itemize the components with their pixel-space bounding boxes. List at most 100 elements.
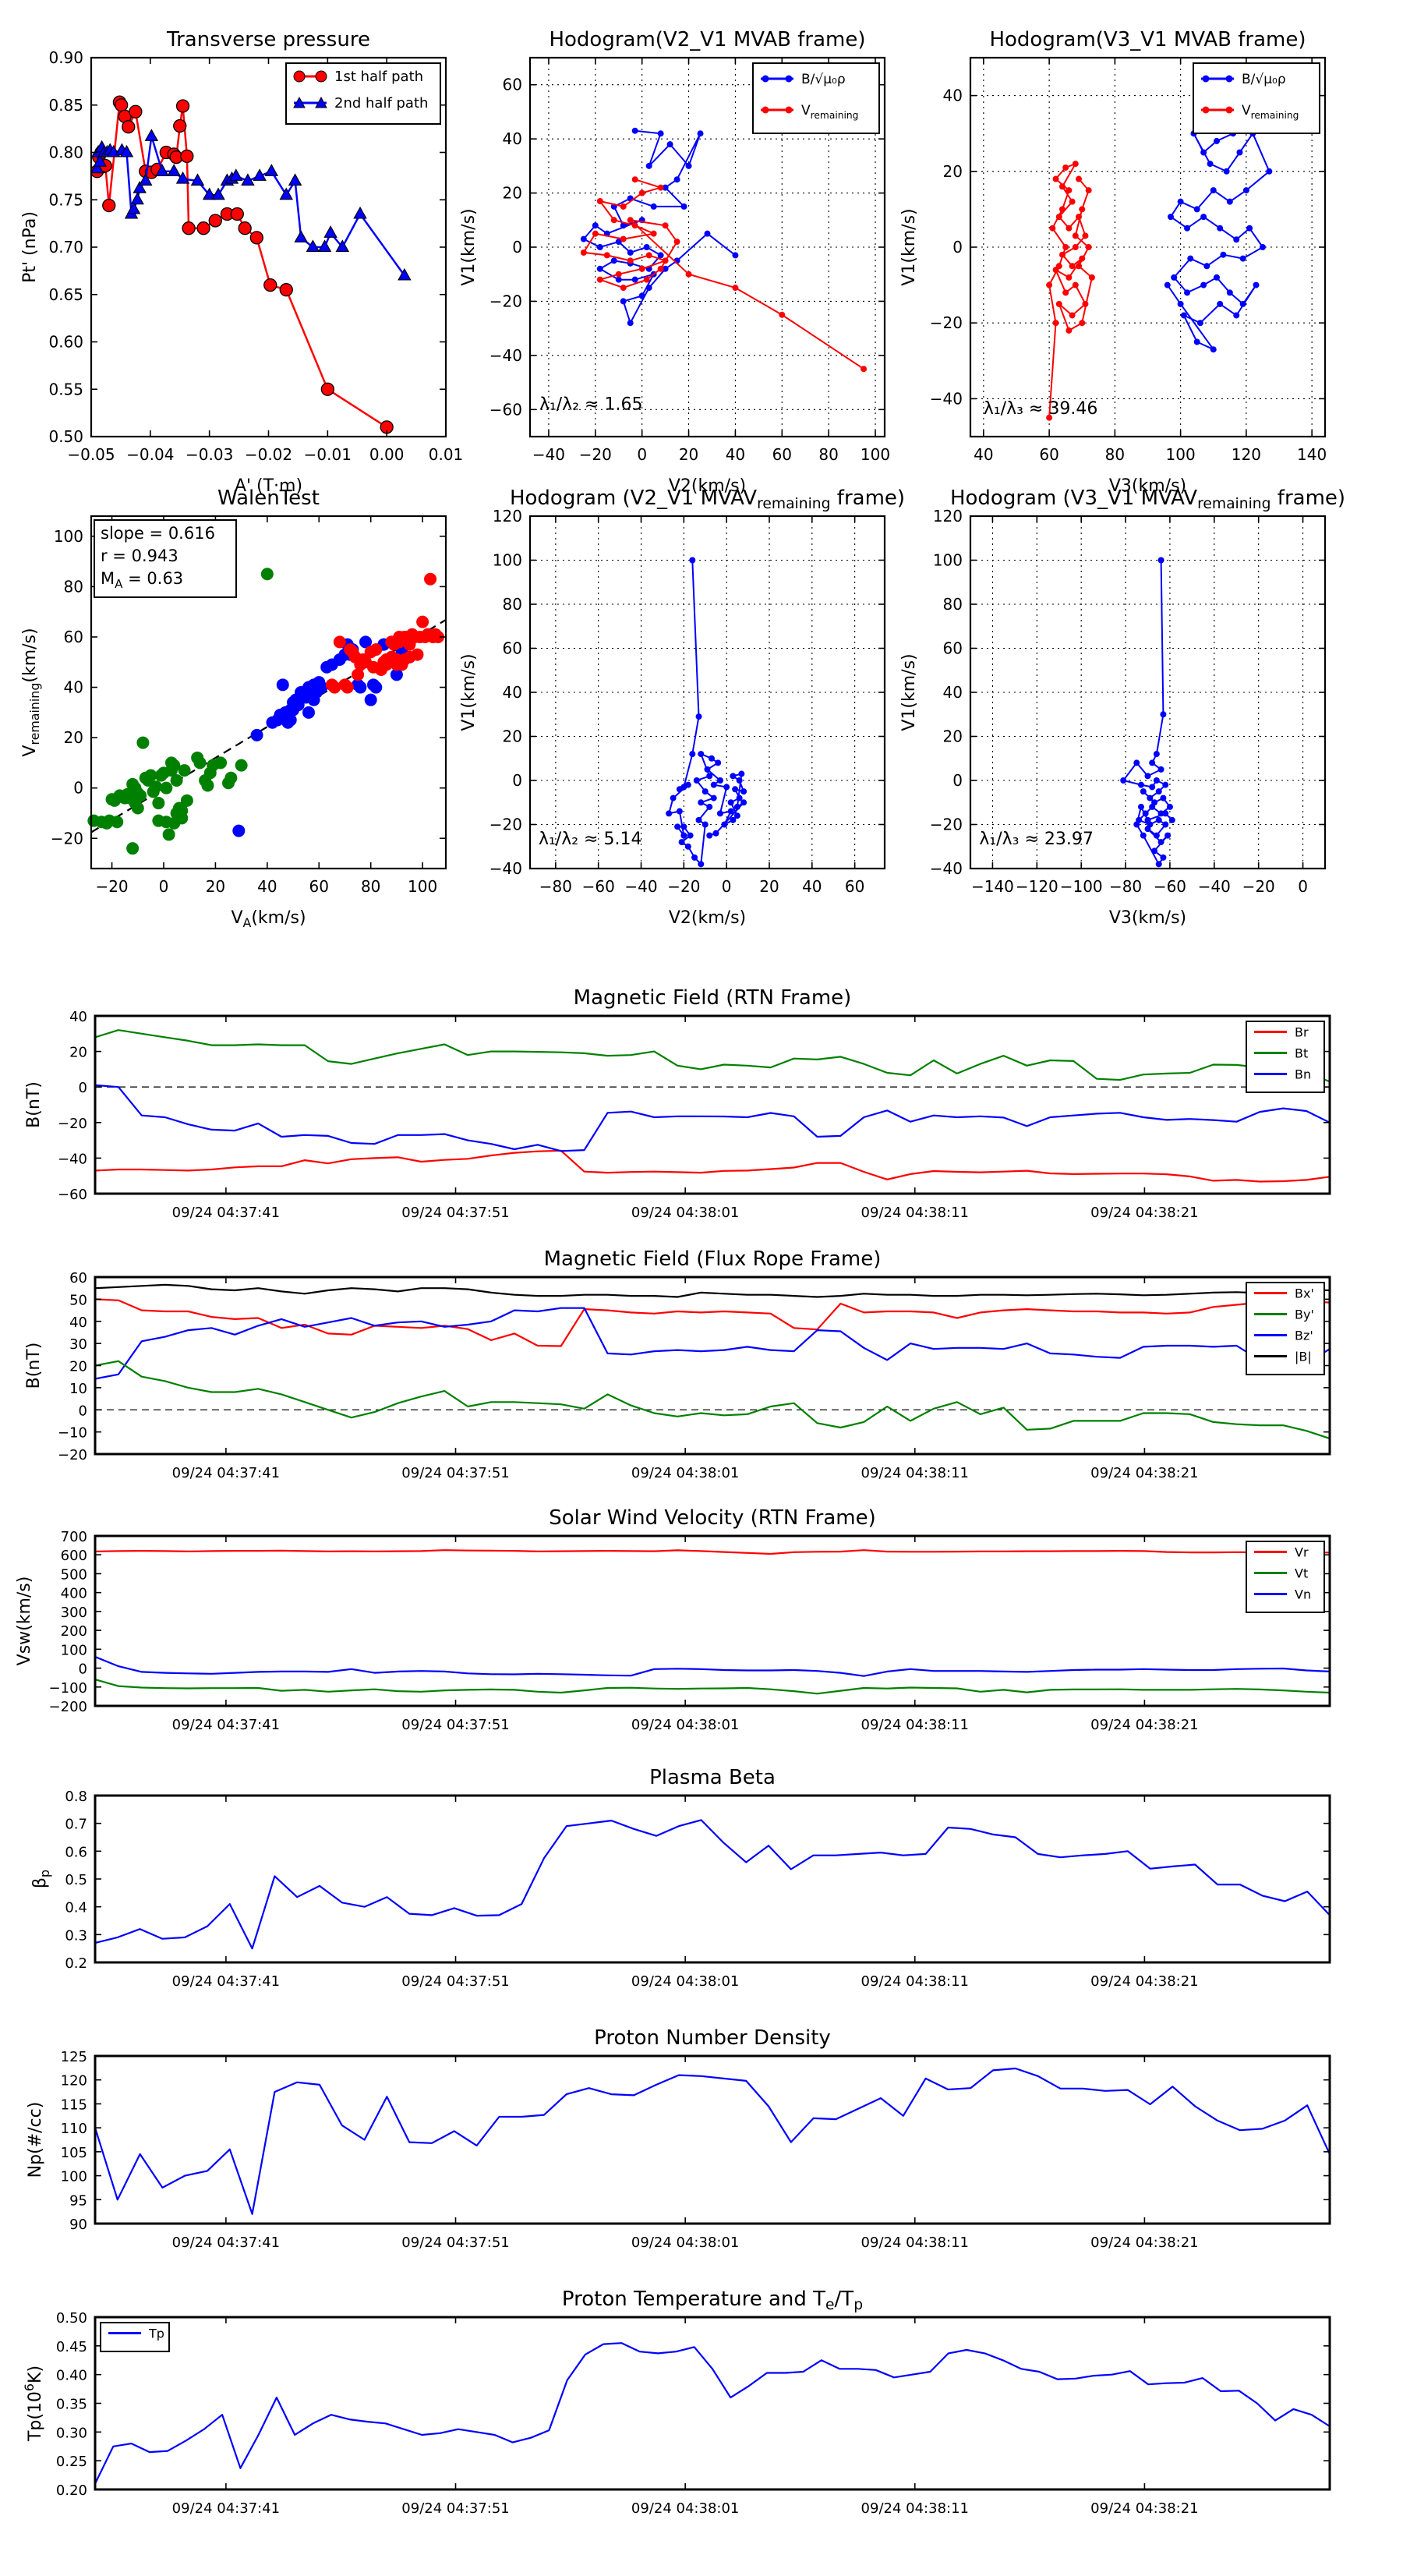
svg-text:Pt' (nPa): Pt' (nPa) <box>20 211 40 283</box>
svg-text:−0.04: −0.04 <box>126 445 174 464</box>
svg-text:0: 0 <box>952 238 963 257</box>
svg-text:09/24 04:38:11: 09/24 04:38:11 <box>861 1465 969 1481</box>
svg-text:−40: −40 <box>489 859 522 878</box>
svg-text:09/24 04:38:21: 09/24 04:38:21 <box>1090 1973 1198 1990</box>
svg-text:0.4: 0.4 <box>65 1900 87 1916</box>
svg-text:80: 80 <box>943 595 963 614</box>
svg-text:40: 40 <box>974 445 993 464</box>
svg-text:0: 0 <box>79 1080 87 1096</box>
svg-text:λ₁/λ₂ ≈ 1.65: λ₁/λ₂ ≈ 1.65 <box>539 395 643 414</box>
svg-text:100: 100 <box>933 551 963 570</box>
svg-text:V2(km/s): V2(km/s) <box>669 908 746 928</box>
panel-transverse-pressure: −0.05 −0.04 −0.03 −0.02 −0.01 0.00 0.01 0.50 0.5… <box>20 28 463 496</box>
svg-text:Vn: Vn <box>1295 1587 1311 1602</box>
svg-text:09/24 04:37:41: 09/24 04:37:41 <box>172 1717 280 1733</box>
svg-text:−20: −20 <box>489 292 522 310</box>
svg-text:0: 0 <box>722 877 732 896</box>
svg-text:110: 110 <box>61 2121 87 2137</box>
svg-text:V1(km/s): V1(km/s) <box>459 208 479 285</box>
svg-text:WalenTest: WalenTest <box>217 487 320 510</box>
svg-text:120: 120 <box>493 507 522 525</box>
svg-text:09/24 04:38:01: 09/24 04:38:01 <box>631 1973 739 1990</box>
panel-proton-temperature: 09/24 04:37:41 09/24 04:37:51 09/24 04:38:… <box>22 2288 1331 2517</box>
svg-text:V3(km/s): V3(km/s) <box>1109 908 1186 928</box>
svg-text:Vsw(km/s): Vsw(km/s) <box>15 1576 34 1666</box>
svg-text:0.7: 0.7 <box>65 1817 87 1833</box>
svg-text:09/24 04:37:41: 09/24 04:37:41 <box>172 1465 280 1481</box>
svg-text:20: 20 <box>759 877 779 896</box>
svg-text:Hodogram(V2_V1 MVAB frame): Hodogram(V2_V1 MVAB frame) <box>549 28 865 51</box>
svg-text:700: 700 <box>61 1529 87 1545</box>
svg-text:−0.01: −0.01 <box>304 445 352 464</box>
svg-text:Bz': Bz' <box>1295 1329 1313 1343</box>
svg-text:0: 0 <box>159 877 169 896</box>
svg-text:−20: −20 <box>667 877 700 896</box>
svg-text:60: 60 <box>1039 445 1058 464</box>
svg-text:V2(km/s): V2(km/s) <box>669 476 746 496</box>
svg-text:0.20: 0.20 <box>56 2482 87 2499</box>
svg-text:B(nT): B(nT) <box>24 1343 44 1389</box>
svg-text:20: 20 <box>206 877 225 896</box>
svg-text:V1(km/s): V1(km/s) <box>899 208 919 285</box>
svg-text:−20: −20 <box>579 445 612 464</box>
svg-text:−20: −20 <box>1242 877 1275 896</box>
svg-text:−40: −40 <box>930 389 963 408</box>
svg-text:0.75: 0.75 <box>48 190 83 209</box>
svg-text:60: 60 <box>772 445 792 464</box>
panel-hodogram-v2v1-mvav: −80 −60 −40 −20 0 20 40 60 −40 −20 0 20 40 60 80 100 120… <box>459 487 905 928</box>
svg-text:Hodogram (V2_V1 MVAVremaining: Hodogram (V2_V1 MVAVremaining frame) <box>510 487 905 512</box>
svg-text:120: 120 <box>1232 445 1261 464</box>
svg-text:20: 20 <box>503 184 522 203</box>
svg-text:−40: −40 <box>58 1151 87 1167</box>
svg-text:80: 80 <box>1105 445 1125 464</box>
svg-text:40: 40 <box>503 683 522 702</box>
svg-text:09/24 04:37:41: 09/24 04:37:41 <box>172 1205 280 1221</box>
panel-hodogram-v2v1-mvab: −40 −20 0 20 40 60 80 100 −60 −40 −20 0 20 40 60 Hodogr… <box>459 28 890 496</box>
svg-text:400: 400 <box>61 1586 87 1602</box>
svg-text:Magnetic Field (Flux Rope Fram: Magnetic Field (Flux Rope Frame) <box>544 1247 882 1271</box>
svg-text:40: 40 <box>503 129 522 148</box>
svg-text:120: 120 <box>933 507 963 525</box>
svg-text:Plasma Beta: Plasma Beta <box>649 1766 776 1789</box>
svg-text:40: 40 <box>943 683 963 702</box>
svg-text:40: 40 <box>257 877 277 896</box>
svg-text:120: 120 <box>61 2073 87 2089</box>
svg-text:λ₁/λ₃ ≈ 23.97: λ₁/λ₃ ≈ 23.97 <box>979 830 1094 849</box>
panel-magnetic-field-rtn: 09/24 04:37:41 09/24 04:37:51 09/24 04:38:… <box>24 986 1331 1221</box>
svg-text:λ₁/λ₃ ≈ 39.46: λ₁/λ₃ ≈ 39.46 <box>984 399 1098 419</box>
svg-text:80: 80 <box>503 595 522 614</box>
svg-text:A' (T·m): A' (T·m) <box>235 476 302 496</box>
svg-text:80: 80 <box>64 577 83 596</box>
svg-text:40: 40 <box>943 87 963 105</box>
svg-text:0: 0 <box>637 445 647 464</box>
svg-text:Transverse pressure: Transverse pressure <box>166 28 370 51</box>
svg-text:09/24 04:38:01: 09/24 04:38:01 <box>631 2500 739 2517</box>
svg-text:Br: Br <box>1295 1025 1309 1040</box>
svg-text:Proton Number Density: Proton Number Density <box>594 2026 831 2050</box>
svg-text:0.25: 0.25 <box>56 2454 87 2470</box>
svg-text:09/24 04:38:01: 09/24 04:38:01 <box>631 2235 739 2251</box>
panel-magnetic-field-flux-rope: 09/24 04:37:41 09/24 04:37:51 09/24 04:38:… <box>24 1247 1331 1481</box>
svg-text:1st half path: 1st half path <box>334 69 423 85</box>
svg-text:0.45: 0.45 <box>56 2339 87 2355</box>
svg-text:100: 100 <box>861 445 890 464</box>
svg-text:V1(km/s): V1(km/s) <box>899 653 919 731</box>
svg-text:Solar Wind Velocity (RTN Frame: Solar Wind Velocity (RTN Frame) <box>549 1506 875 1530</box>
svg-text:Vr: Vr <box>1295 1545 1309 1560</box>
svg-text:0: 0 <box>79 1403 87 1419</box>
svg-text:09/24 04:38:21: 09/24 04:38:21 <box>1090 1205 1198 1221</box>
svg-text:By': By' <box>1295 1307 1314 1322</box>
svg-text:09/24 04:37:51: 09/24 04:37:51 <box>401 1205 509 1221</box>
svg-text:09/24 04:38:21: 09/24 04:38:21 <box>1090 1717 1198 1733</box>
svg-text:100: 100 <box>408 877 437 896</box>
svg-text:−40: −40 <box>624 877 657 896</box>
svg-text:−20: −20 <box>58 1447 87 1463</box>
svg-text:09/24 04:37:51: 09/24 04:37:51 <box>401 1973 509 1990</box>
svg-text:−20: −20 <box>489 816 522 834</box>
svg-text:100: 100 <box>54 527 83 546</box>
svg-text:140: 140 <box>1297 445 1327 464</box>
svg-text:40: 40 <box>69 1009 87 1025</box>
svg-text:20: 20 <box>69 1045 87 1061</box>
svg-text:500: 500 <box>61 1566 87 1583</box>
svg-text:−20: −20 <box>930 313 963 332</box>
